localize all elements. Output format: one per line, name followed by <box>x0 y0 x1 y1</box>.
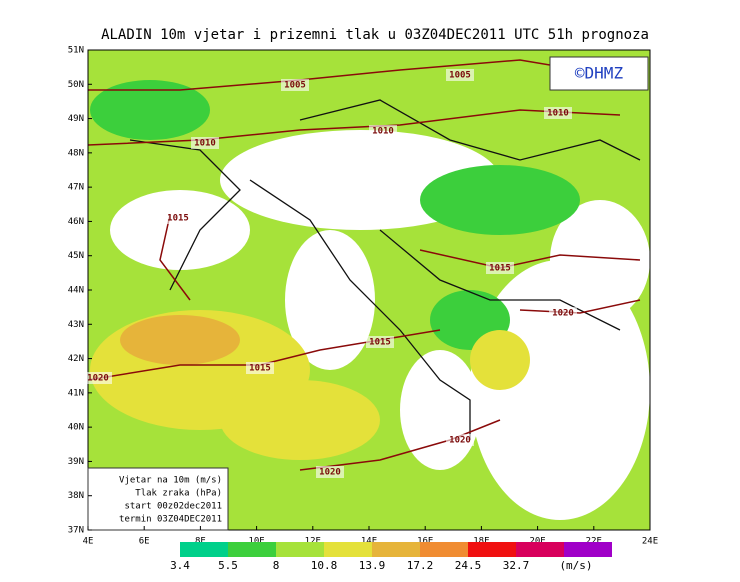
colorbar-segment <box>468 542 516 557</box>
isobar-label: 1020 <box>319 468 341 478</box>
isobar-label: 1015 <box>167 214 189 224</box>
isobar-label-bg <box>281 79 309 91</box>
longitude-label: 10E <box>248 537 264 547</box>
latitude-label: 46N <box>68 217 84 227</box>
colorbar-unit: (m/s) <box>559 559 592 572</box>
isobar-label: 1010 <box>547 109 569 119</box>
latitude-label: 49N <box>68 114 84 124</box>
latitude-label: 45N <box>68 251 84 261</box>
colorbar-segment <box>228 542 276 557</box>
title: ALADIN 10m vjetar i prizemni tlak u 03Z0… <box>101 27 649 43</box>
longitude-label: 24E <box>642 537 658 547</box>
longitude-label: 4E <box>83 537 94 547</box>
legend-line: Vjetar na 10m (m/s) <box>119 476 222 486</box>
isobar-label: 1020 <box>87 374 109 384</box>
colorbar-label: 17.2 <box>407 559 434 572</box>
isobar-label: 1015 <box>369 338 391 348</box>
latitude-label: 44N <box>68 286 84 296</box>
colorbar-label: 10.8 <box>311 559 338 572</box>
isobar-label-bg <box>191 137 219 149</box>
isobar-label: 1010 <box>372 127 394 137</box>
isobar-label: 1015 <box>249 364 271 374</box>
isobar-label-bg <box>369 125 397 137</box>
colorbar-label: 5.5 <box>218 559 238 572</box>
isobar-label-bg <box>446 69 474 81</box>
latitude-label: 39N <box>68 457 84 467</box>
colorbar-segment <box>420 542 468 557</box>
isobar-label: 1010 <box>194 139 216 149</box>
colorbar-segment <box>372 542 420 557</box>
latitude-label: 48N <box>68 148 84 158</box>
isobar-label-bg <box>164 212 192 224</box>
colorbar-label: 8 <box>273 559 280 572</box>
isobar-label: 1015 <box>489 264 511 274</box>
longitude-label: 14E <box>361 537 377 547</box>
isobar-label-bg <box>549 307 577 319</box>
isobar-label-bg <box>366 336 394 348</box>
latitude-label: 41N <box>68 388 84 398</box>
legend-line: start 00z02dec2011 <box>124 502 222 512</box>
latitude-label: 37N <box>68 526 84 536</box>
legend-line: Tlak zraka (hPa) <box>135 489 222 499</box>
colorbar-segment <box>564 542 612 557</box>
copyright: ©DHMZ <box>575 64 624 83</box>
latitude-label: 47N <box>68 183 84 193</box>
latitude-label: 40N <box>68 423 84 433</box>
colorbar-label: 13.9 <box>359 559 386 572</box>
isobar-label-bg <box>544 107 572 119</box>
isobar-label-bg <box>316 466 344 478</box>
longitude-label: 20E <box>529 537 545 547</box>
isobar-label: 1020 <box>449 436 471 446</box>
isobar-label-bg <box>84 372 112 384</box>
colorbar-label: 3.4 <box>170 559 190 572</box>
longitude-label: 12E <box>305 537 321 547</box>
copyright-box <box>549 56 649 91</box>
colorbar-segment <box>180 542 228 557</box>
colorbar-segment <box>276 542 324 557</box>
isobar-label: 1020 <box>552 309 574 319</box>
isobar-label-bg <box>486 262 514 274</box>
colorbar-label: 32.7 <box>503 559 530 572</box>
latitude-label: 50N <box>68 80 84 90</box>
longitude-label: 6E <box>139 537 150 547</box>
latitude-label: 43N <box>68 320 84 330</box>
map-field <box>87 50 650 530</box>
longitude-label: 8E <box>195 537 206 547</box>
isobar-label-bg <box>246 362 274 374</box>
legend-line: termin 03Z04DEC2011 <box>119 515 222 525</box>
latitude-label: 42N <box>68 354 84 364</box>
colorbar-label: 24.5 <box>455 559 482 572</box>
isobar-label-bg <box>446 434 474 446</box>
isobar-label: 1005 <box>449 71 471 81</box>
longitude-label: 22E <box>586 537 602 547</box>
colorbar-segment <box>324 542 372 557</box>
isobar-label: 1005 <box>284 81 306 91</box>
legend-box <box>87 467 229 531</box>
colorbar-segment <box>516 542 564 557</box>
latitude-label: 51N <box>68 46 84 56</box>
longitude-label: 16E <box>417 537 433 547</box>
longitude-label: 18E <box>473 537 489 547</box>
latitude-label: 38N <box>68 491 84 501</box>
